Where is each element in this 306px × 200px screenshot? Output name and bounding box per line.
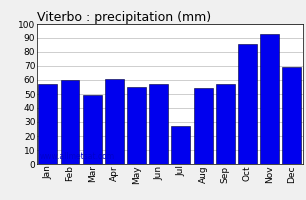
Bar: [38, 84, 57, 164]
Bar: [127, 87, 146, 164]
Bar: [105, 79, 124, 164]
Bar: [149, 84, 168, 164]
Bar: [282, 67, 301, 164]
Text: www.allmetsat.com: www.allmetsat.com: [39, 152, 114, 161]
Bar: [260, 34, 279, 164]
Bar: [194, 88, 213, 164]
Text: Viterbo : precipitation (mm): Viterbo : precipitation (mm): [37, 11, 211, 24]
Bar: [216, 84, 235, 164]
Bar: [238, 44, 257, 164]
Bar: [171, 126, 190, 164]
Bar: [83, 95, 102, 164]
Bar: [61, 80, 80, 164]
